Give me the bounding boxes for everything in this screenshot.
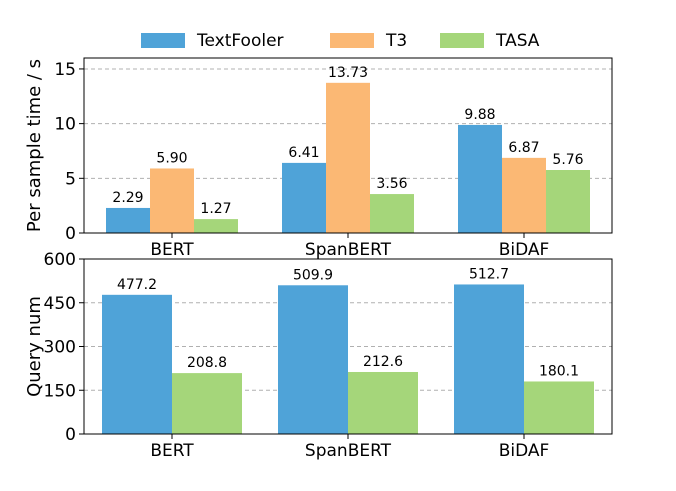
data-label: 180.1 xyxy=(539,363,579,379)
y-tick-label: 5 xyxy=(65,169,76,189)
x-tick-label: BERT xyxy=(150,240,194,260)
legend-label-t3: T3 xyxy=(385,31,407,51)
legend-label-tasa: TASA xyxy=(495,31,540,51)
legend-label-textfooler: TextFooler xyxy=(196,31,284,51)
x-tick-label: BERT xyxy=(150,441,194,461)
x-tick-label: SpanBERT xyxy=(305,240,392,260)
bar-tasa-spanbert xyxy=(370,194,414,233)
data-label: 13.73 xyxy=(328,65,368,81)
y-axis-label: Per sample time / s xyxy=(24,59,45,232)
bar-tasa-bidaf xyxy=(546,170,590,233)
y-tick-label: 450 xyxy=(44,294,76,314)
data-label: 477.2 xyxy=(117,277,157,293)
bar-textfooler-bert xyxy=(102,294,172,434)
legend-swatch-textfooler xyxy=(141,33,185,48)
y-tick-label: 150 xyxy=(44,381,76,401)
y-tick-label: 0 xyxy=(65,224,76,244)
y-tick-label: 10 xyxy=(54,115,76,135)
bar-t3-spanbert xyxy=(326,82,370,233)
bar-t3-bert xyxy=(150,168,194,233)
bar-tasa-bidaf xyxy=(524,381,594,434)
data-label: 208.8 xyxy=(187,355,227,371)
plot-frame xyxy=(83,57,613,234)
data-label: 512.7 xyxy=(469,266,509,282)
y-tick-label: 15 xyxy=(54,60,76,80)
bar-tasa-bert xyxy=(194,219,238,233)
bar-textfooler-bidaf xyxy=(454,284,524,434)
data-label: 5.90 xyxy=(156,150,187,166)
y-tick-label: 300 xyxy=(44,338,76,358)
x-tick-label: SpanBERT xyxy=(305,441,392,461)
data-label: 509.9 xyxy=(293,267,333,283)
data-label: 6.41 xyxy=(288,145,319,161)
data-label: 5.76 xyxy=(552,152,583,168)
data-label: 6.87 xyxy=(508,140,539,156)
data-label: 2.29 xyxy=(112,190,143,206)
bar-textfooler-bidaf xyxy=(458,124,502,233)
data-label: 3.56 xyxy=(376,176,407,192)
y-axis-label: Query num xyxy=(24,296,45,397)
bar-tasa-spanbert xyxy=(348,371,418,434)
plot-frame xyxy=(83,258,613,435)
y-tick-label: 0 xyxy=(65,425,76,445)
data-label: 9.88 xyxy=(464,107,495,123)
data-label: 212.6 xyxy=(363,354,403,370)
bar-t3-bidaf xyxy=(502,157,546,233)
bar-tasa-bert xyxy=(172,373,242,434)
x-tick-label: BiDAF xyxy=(499,240,550,260)
legend-swatch-tasa xyxy=(440,33,484,48)
bar-textfooler-spanbert xyxy=(278,285,348,434)
x-tick-label: BiDAF xyxy=(499,441,550,461)
bar-textfooler-spanbert xyxy=(282,162,326,233)
data-label: 1.27 xyxy=(200,201,231,217)
y-tick-label: 600 xyxy=(44,250,76,270)
bar-textfooler-bert xyxy=(106,207,150,233)
legend-swatch-t3 xyxy=(330,33,374,48)
